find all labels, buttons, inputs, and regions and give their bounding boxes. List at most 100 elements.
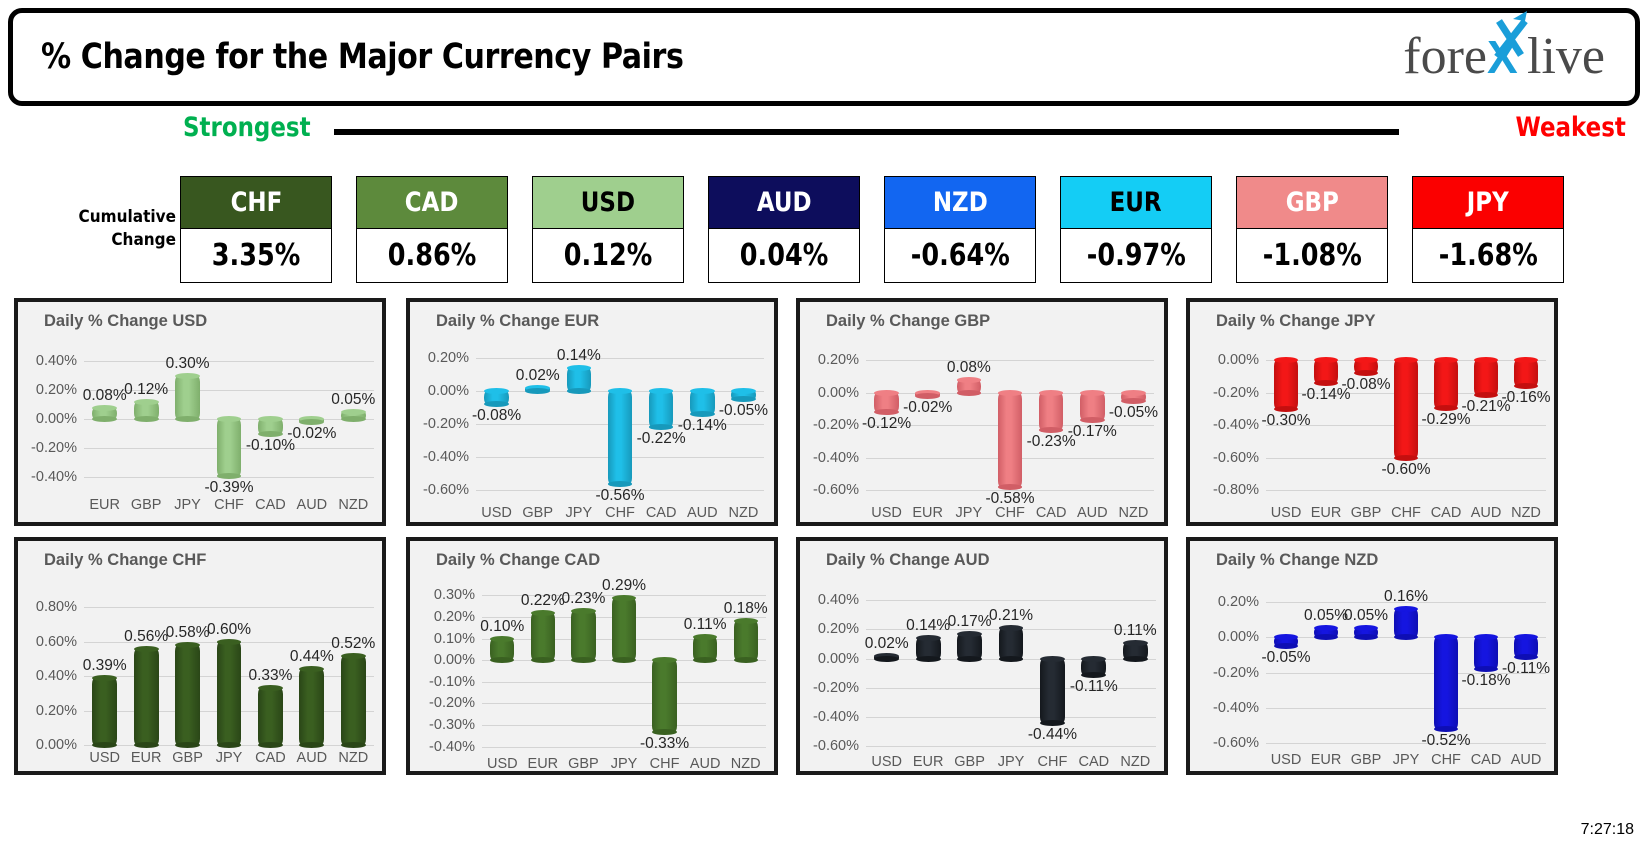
data-label-cad-gbp: 0.23%: [561, 589, 606, 607]
bar-gbp-nzd: [1121, 389, 1146, 404]
bar-cap-top: [997, 389, 1023, 396]
x-axis-tick-eur: EUR: [89, 497, 121, 513]
bar-jpy-aud: [1474, 357, 1498, 398]
bar-cap-bottom: [530, 657, 555, 664]
data-label-jpy-cad: -0.29%: [1421, 410, 1471, 428]
bar-nzd-gbp: [1354, 625, 1378, 641]
header-banner: % Change for the Major Currency Pairs fo…: [8, 8, 1640, 106]
x-axis-tick-jpy: JPY: [174, 497, 201, 513]
y-axis-tick: -0.60%: [1213, 735, 1259, 752]
cumulative-change-line2: Change: [111, 230, 176, 250]
bar-usd-cad: [258, 416, 283, 437]
ranking-cell-eur: EUR -0.97%: [1060, 176, 1212, 283]
bar-cad-gbp: [571, 607, 596, 664]
bar-nzd-usd: [1274, 634, 1298, 650]
bar-cap-bottom: [299, 741, 325, 748]
x-axis-tick-aud: AUD: [689, 756, 721, 772]
y-axis-tick: 0.00%: [433, 652, 475, 669]
x-axis-tick-gbp: GBP: [954, 754, 985, 770]
ranking-value-cad: 0.86%: [356, 229, 508, 283]
bar-aud-eur: [915, 635, 941, 662]
ranking-value-text: 0.86%: [387, 238, 477, 273]
bar-cap-top: [1394, 357, 1418, 364]
gridline: [476, 490, 764, 492]
bar-cap-top: [175, 372, 200, 379]
bar-nzd-aud: [1514, 634, 1538, 660]
bar-cap-top: [874, 652, 900, 659]
plot-area-usd: 0.40% 0.20% 0.00% -0.20% -0.40% 0.08% EUR 0.12%…: [31, 353, 375, 513]
data-label-jpy-aud: -0.21%: [1461, 397, 1511, 415]
data-label-usd-cad: -0.10%: [245, 436, 295, 454]
bar-eur-chf: [607, 388, 633, 487]
ranking-value-usd: 0.12%: [532, 229, 684, 283]
bar-cap-top: [1354, 625, 1378, 632]
gridline: [1266, 601, 1546, 603]
gridline: [476, 358, 764, 360]
bar-cap-bottom: [525, 388, 551, 395]
x-axis-tick-aud: AUD: [296, 750, 328, 766]
bar-cad-usd: [490, 635, 515, 664]
ranking-cell-chf: CHF 3.35%: [180, 176, 332, 283]
ranking-code-jpy: JPY: [1412, 176, 1564, 229]
ranking-value-aud: 0.04%: [708, 229, 860, 283]
bar-cap-top: [652, 657, 677, 664]
chart-title-eur: Daily % Change EUR: [436, 312, 600, 330]
x-axis-tick-eur: EUR: [912, 505, 944, 521]
x-axis-tick-eur: EUR: [1310, 752, 1342, 768]
gridline: [1266, 672, 1546, 674]
bar-cad-eur: [530, 609, 555, 664]
bar-cap-bottom: [133, 741, 159, 748]
x-axis-tick-chf: CHF: [1037, 754, 1068, 770]
x-axis-tick-jpy: JPY: [610, 756, 638, 772]
gridline: [866, 716, 1156, 718]
bar-cap-top: [1121, 389, 1146, 396]
chart-title-cad: Daily % Change CAD: [436, 551, 601, 569]
bar-cap-bottom: [216, 741, 242, 748]
y-axis-tick: 0.00%: [1217, 629, 1259, 646]
y-axis-tick: -0.20%: [423, 416, 469, 433]
bar-cap-bottom: [915, 655, 941, 662]
gridline: [866, 687, 1156, 689]
data-label-eur-jpy: 0.14%: [556, 347, 601, 365]
x-axis-tick-aud: AUD: [1470, 505, 1502, 521]
bar-nzd-eur: [1314, 625, 1338, 641]
data-label-chf-cad: 0.33%: [248, 667, 293, 685]
bar-cap-top: [484, 388, 509, 395]
ranking-value-nzd: -0.64%: [884, 229, 1036, 283]
ranking-code-text: CHF: [230, 187, 282, 218]
bar-cad-jpy: [611, 594, 637, 664]
data-label-gbp-aud: -0.17%: [1067, 423, 1117, 441]
data-label-gbp-chf: -0.58%: [985, 489, 1035, 507]
bar-cad-nzd: [733, 618, 758, 664]
y-axis-tick: -0.40%: [1213, 700, 1259, 717]
bar-chf-jpy: [216, 638, 242, 748]
data-label-cad-jpy: 0.29%: [602, 576, 646, 594]
strength-scale: Strongest Weakest: [0, 112, 1648, 154]
x-axis-tick-chf: CHF: [214, 497, 244, 513]
chart-title-chf: Daily % Change CHF: [44, 551, 207, 569]
bar-cap-top: [998, 624, 1024, 631]
data-label-aud-cad: -0.11%: [1069, 677, 1118, 695]
bar-cap-bottom: [92, 741, 118, 748]
bar-jpy-nzd: [1514, 357, 1538, 390]
bar-cap-top: [299, 416, 325, 423]
bar-cap-top: [92, 404, 118, 411]
data-label-jpy-usd: -0.30%: [1261, 412, 1311, 430]
bar-chf-eur: [133, 645, 159, 748]
logo-text-left: fore: [1403, 28, 1488, 85]
timestamp: 7:27:18: [1580, 821, 1634, 838]
y-axis-tick: 0.00%: [35, 737, 77, 753]
x-axis-tick-nzd: NZD: [1120, 754, 1151, 770]
bar-eur-aud: [689, 388, 715, 418]
x-axis-tick-aud: AUD: [686, 505, 718, 521]
data-label-chf-jpy: 0.60%: [207, 620, 251, 638]
bar-cap-top: [258, 685, 283, 692]
ranking-code-text: NZD: [932, 187, 988, 218]
bar-cap-top: [340, 652, 366, 659]
bar-gbp-chf: [997, 389, 1023, 490]
y-axis-tick: -0.20%: [1213, 384, 1259, 401]
data-label-aud-eur: 0.14%: [906, 617, 951, 635]
bar-jpy-usd: [1274, 357, 1298, 413]
data-label-usd-aud: -0.02%: [287, 425, 337, 443]
x-axis-tick-gbp: GBP: [130, 497, 162, 513]
